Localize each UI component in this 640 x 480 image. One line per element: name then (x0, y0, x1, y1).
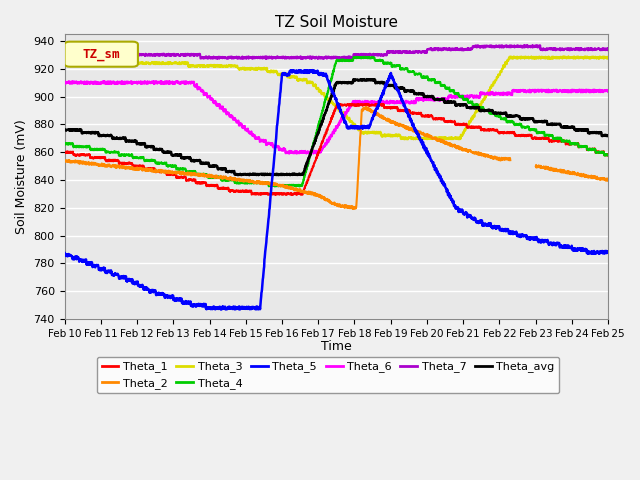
Theta_5 (308, 67, 316, 73)
Theta_1 (325, 121, 333, 127)
Theta_2 (310, 190, 318, 196)
Theta_2 (88, 160, 96, 166)
Theta_6 (311, 150, 319, 156)
Theta_2 (489, 156, 497, 161)
Theta_4 (296, 183, 303, 189)
Theta_4 (61, 141, 68, 147)
Theta_6 (589, 89, 596, 95)
Theta_7 (61, 49, 68, 55)
Theta_avg (325, 99, 333, 105)
Theta_6 (61, 79, 68, 84)
Theta_3 (604, 54, 612, 60)
Theta_avg (589, 129, 596, 135)
Theta_7 (533, 42, 541, 48)
Theta_2 (589, 174, 596, 180)
Line: Theta_2: Theta_2 (65, 107, 608, 209)
Theta_6 (604, 88, 612, 94)
Theta_1 (604, 152, 612, 158)
Theta_2 (604, 178, 612, 183)
Theta_7 (589, 47, 596, 52)
Theta_4 (325, 82, 333, 88)
Theta_7 (325, 54, 333, 60)
Line: Theta_3: Theta_3 (65, 57, 608, 139)
Theta_4 (352, 54, 360, 60)
Theta_1 (589, 146, 596, 152)
Line: Theta_5: Theta_5 (65, 70, 608, 309)
FancyBboxPatch shape (65, 42, 138, 67)
Theta_4 (490, 111, 497, 117)
Theta_7 (589, 47, 596, 52)
Theta_7 (248, 56, 256, 61)
Theta_3 (489, 82, 497, 87)
Y-axis label: Soil Moisture (mV): Soil Moisture (mV) (15, 119, 28, 234)
Theta_4 (589, 146, 596, 152)
Theta_avg (589, 129, 596, 135)
Legend: Theta_1, Theta_2, Theta_3, Theta_4, Theta_5, Theta_6, Theta_7, Theta_avg: Theta_1, Theta_2, Theta_3, Theta_4, Thet… (97, 357, 559, 393)
Theta_6 (88, 81, 96, 86)
Theta_avg (490, 110, 497, 116)
Theta_avg (604, 133, 612, 139)
Theta_4 (589, 146, 596, 152)
Theta_5 (490, 225, 497, 231)
Theta_4 (311, 135, 319, 141)
Theta_5 (88, 262, 96, 267)
Theta_7 (489, 43, 497, 49)
Line: Theta_7: Theta_7 (65, 45, 608, 59)
Theta_6 (589, 88, 596, 94)
Theta_3 (589, 55, 596, 61)
Theta_5 (589, 251, 596, 256)
Theta_7 (311, 56, 319, 61)
Theta_3 (410, 136, 417, 142)
Theta_3 (88, 57, 96, 62)
Theta_5 (311, 70, 319, 75)
Line: Theta_6: Theta_6 (65, 81, 608, 154)
Theta_5 (589, 251, 596, 256)
Theta_2 (589, 175, 596, 181)
Theta_6 (314, 151, 322, 156)
Theta_avg (260, 172, 268, 178)
Title: TZ Soil Moisture: TZ Soil Moisture (275, 15, 398, 30)
Theta_4 (88, 147, 96, 153)
Theta_1 (88, 154, 96, 160)
Line: Theta_avg: Theta_avg (65, 79, 608, 175)
Line: Theta_4: Theta_4 (65, 57, 608, 186)
Theta_1 (272, 192, 280, 198)
Text: TZ_sm: TZ_sm (83, 48, 120, 60)
Line: Theta_1: Theta_1 (65, 104, 608, 195)
Theta_avg (311, 139, 319, 144)
Theta_5 (211, 306, 219, 312)
Theta_1 (61, 150, 68, 156)
Theta_3 (589, 54, 596, 60)
Theta_avg (363, 76, 371, 82)
Theta_7 (88, 51, 96, 57)
Theta_4 (604, 152, 612, 158)
Theta_2 (61, 158, 68, 164)
Theta_avg (61, 127, 68, 132)
Theta_3 (61, 55, 68, 60)
Theta_5 (326, 79, 333, 84)
Theta_1 (311, 160, 319, 166)
Theta_6 (490, 90, 497, 96)
Theta_1 (490, 128, 497, 133)
Theta_3 (310, 83, 318, 89)
Theta_3 (325, 96, 333, 102)
Theta_6 (326, 137, 333, 143)
Theta_7 (604, 46, 612, 51)
Theta_5 (604, 250, 612, 255)
Theta_1 (334, 101, 342, 107)
X-axis label: Time: Time (321, 340, 352, 353)
Theta_2 (325, 199, 333, 204)
Theta_avg (88, 129, 96, 135)
Theta_1 (589, 147, 596, 153)
Theta_3 (559, 54, 567, 60)
Theta_6 (149, 78, 157, 84)
Theta_5 (61, 250, 68, 256)
